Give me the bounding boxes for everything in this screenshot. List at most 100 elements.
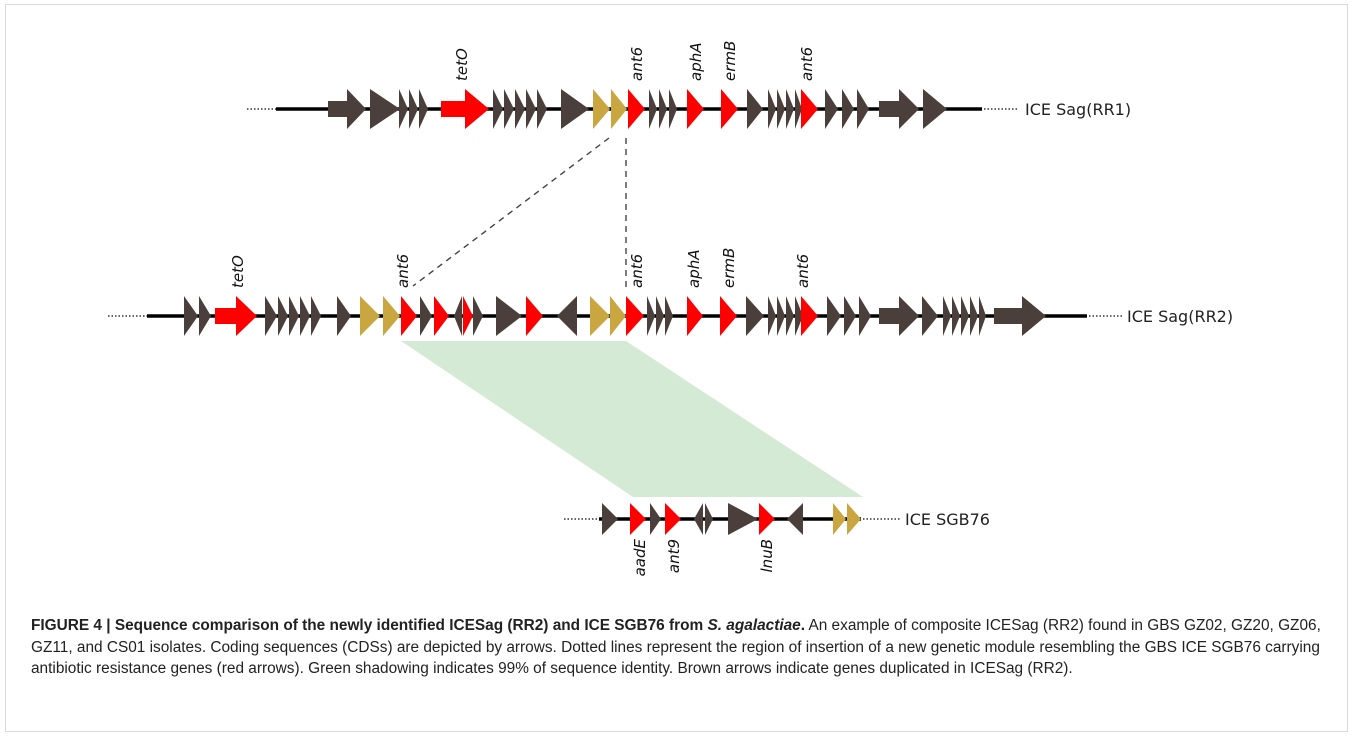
resistance-gene-arrow bbox=[630, 503, 646, 535]
cds-arrow bbox=[656, 296, 664, 336]
duplicated-gene-arrow bbox=[611, 89, 627, 129]
gene-label-ant6: ant6 bbox=[394, 254, 412, 288]
cds-arrow bbox=[311, 296, 321, 336]
cds-arrow bbox=[923, 89, 947, 129]
cds-arrow bbox=[777, 89, 785, 129]
cds-arrow bbox=[409, 89, 418, 129]
cds-arrow bbox=[420, 296, 432, 336]
identity-shading bbox=[401, 341, 863, 497]
cds-arrow bbox=[952, 296, 960, 336]
cds-arrow bbox=[994, 296, 1046, 336]
cds-arrow bbox=[278, 296, 288, 336]
region-label-rr1: ICE Sag(RR1) bbox=[1025, 100, 1131, 119]
caption-lead: FIGURE 4 | Sequence comparison of the ne… bbox=[31, 617, 708, 634]
resistance-gene-arrow bbox=[626, 296, 644, 336]
resistance-gene-arrow bbox=[434, 296, 449, 336]
region-label-rr2: ICE Sag(RR2) bbox=[1127, 307, 1233, 326]
gene-label-tetO: tetO bbox=[229, 255, 247, 288]
gene-label-ant9: ant9 bbox=[665, 539, 683, 573]
resistance-gene-arrow bbox=[801, 89, 818, 129]
cds-arrow bbox=[943, 296, 951, 336]
resistance-gene-arrow bbox=[759, 503, 775, 535]
gene-label-aphA: aphA bbox=[687, 43, 705, 81]
gene-label-ermB: ermB bbox=[721, 41, 739, 81]
cds-arrow bbox=[300, 296, 310, 336]
cds-arrow bbox=[795, 89, 802, 129]
resistance-gene-arrow bbox=[463, 296, 473, 336]
cds-arrow bbox=[199, 296, 211, 336]
caption-lead-end: . bbox=[800, 617, 806, 634]
cds-arrow bbox=[825, 89, 838, 129]
cds-arrow bbox=[289, 296, 299, 336]
caption-body: An example of composite ICESag (RR2) fou… bbox=[31, 617, 1321, 677]
gene-label-ant6: ant6 bbox=[628, 47, 646, 81]
gene-labels-rr2: tetO ant6 ant6 aphA ermB ant6 bbox=[229, 248, 812, 288]
cds-arrow bbox=[602, 503, 618, 535]
cds-arrow bbox=[768, 296, 776, 336]
gene-label-lnuB: lnuB bbox=[758, 539, 776, 572]
gene-label-ant6: ant6 bbox=[794, 254, 812, 288]
duplicated-gene-arrow bbox=[590, 296, 610, 336]
cds-arrow bbox=[184, 296, 198, 336]
resistance-gene-arrow bbox=[687, 89, 704, 129]
resistance-gene-arrow bbox=[215, 296, 257, 336]
cds-arrow bbox=[970, 296, 978, 336]
cds-arrow bbox=[504, 89, 514, 129]
cds-arrow bbox=[515, 89, 525, 129]
gene-label-aadE: aadE bbox=[631, 538, 649, 576]
cds-arrow bbox=[746, 296, 764, 336]
cds-arrow bbox=[844, 296, 856, 336]
cds-arrow bbox=[879, 89, 919, 129]
cds-arrow bbox=[337, 296, 351, 336]
resistance-gene-arrow bbox=[721, 89, 738, 129]
duplicated-gene-arrow bbox=[383, 296, 400, 336]
cds-arrow bbox=[842, 89, 854, 129]
cds-arrow bbox=[557, 296, 577, 336]
caption-species: S. agalactiae bbox=[707, 617, 801, 634]
cds-arrow bbox=[647, 296, 655, 336]
gene-labels-sgb76: aadE ant9 lnuB bbox=[631, 538, 776, 576]
duplicated-gene-arrow bbox=[833, 503, 846, 535]
cds-arrow bbox=[526, 89, 536, 129]
cds-arrow bbox=[265, 296, 277, 336]
cds-arrow bbox=[768, 89, 776, 129]
cds-arrow bbox=[979, 296, 986, 336]
cds-arrow bbox=[961, 296, 969, 336]
resistance-gene-arrow bbox=[628, 89, 645, 129]
cds-arrow bbox=[786, 89, 794, 129]
resistance-gene-arrow bbox=[526, 296, 543, 336]
cds-arrow bbox=[454, 296, 462, 336]
sequence-comparison-diagram: ICE Sag(RR1) ICE Sag(RR2) ICE SGB76 tetO… bbox=[108, 41, 1233, 576]
cds-arrow bbox=[659, 89, 667, 129]
gene-label-aphA: aphA bbox=[685, 250, 703, 288]
cds-arrow bbox=[473, 296, 483, 336]
cds-arrow bbox=[879, 296, 919, 336]
duplicated-gene-arrow bbox=[610, 296, 626, 336]
cds-arrow bbox=[669, 89, 677, 129]
resistance-gene-arrow bbox=[801, 296, 818, 336]
cds-arrow bbox=[399, 89, 408, 129]
region-rr1: ICE Sag(RR1) bbox=[247, 89, 1131, 129]
gene-label-ermB: ermB bbox=[720, 248, 738, 288]
gene-label-tetO: tetO bbox=[453, 48, 471, 81]
cds-arrow bbox=[859, 296, 871, 336]
cds-arrow bbox=[537, 89, 547, 129]
cds-arrow bbox=[787, 503, 803, 535]
cds-arrow bbox=[496, 296, 522, 336]
cds-arrow bbox=[419, 89, 428, 129]
duplicated-gene-arrow bbox=[360, 296, 380, 336]
cds-arrow bbox=[493, 89, 503, 129]
cds-arrow bbox=[370, 89, 400, 129]
cds-arrow bbox=[747, 89, 763, 129]
region-sgb76: ICE SGB76 bbox=[564, 503, 990, 535]
figure-frame: ICE Sag(RR1) ICE Sag(RR2) ICE SGB76 tetO… bbox=[5, 4, 1348, 732]
cds-arrow bbox=[328, 89, 366, 129]
cds-arrow bbox=[786, 296, 794, 336]
resistance-gene-arrow bbox=[720, 296, 737, 336]
cds-arrow bbox=[705, 503, 713, 535]
resistance-gene-arrow bbox=[441, 89, 489, 129]
resistance-gene-arrow bbox=[665, 503, 681, 535]
cds-arrow bbox=[777, 296, 785, 336]
gene-label-ant6: ant6 bbox=[798, 47, 816, 81]
cds-arrow bbox=[827, 296, 841, 336]
